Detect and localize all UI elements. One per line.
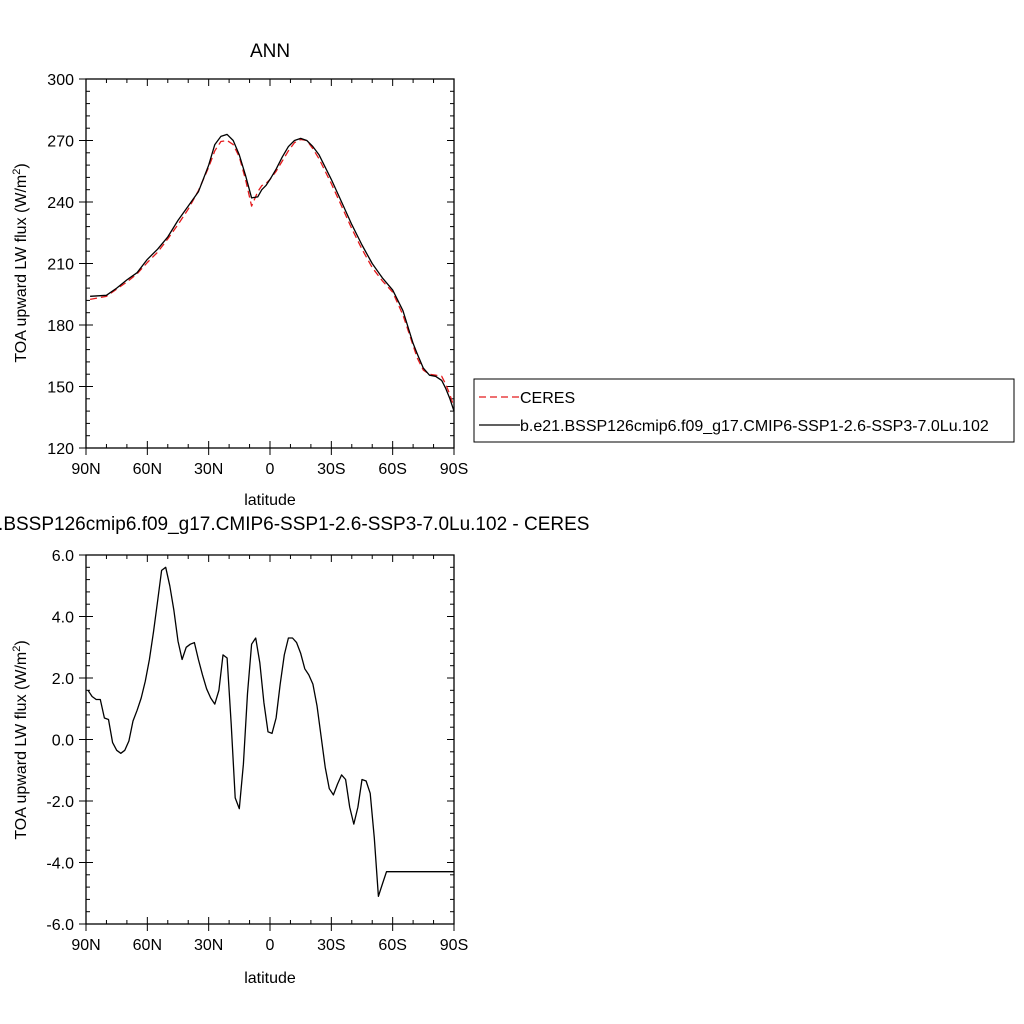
top-x-tick-label: 90N [71, 461, 100, 478]
bottom-x-tick-label: 0 [266, 937, 275, 954]
top-y-tick-label: 300 [47, 72, 74, 89]
top-x-axis-label: latitude [244, 492, 296, 509]
top-plot-frame [85, 78, 455, 449]
top-x-tick-label: 30S [317, 461, 345, 478]
bottom-x-tick-label: 60S [378, 937, 406, 954]
bottom-y-tick-label: 2.0 [52, 671, 74, 688]
bottom-y-tick-label: -2.0 [46, 794, 74, 811]
top-x-tick-label: 60N [133, 461, 162, 478]
top-y-axis-label: TOA upward LW flux (W/m2) [11, 163, 30, 362]
top-y-tick-label: 150 [47, 380, 74, 397]
bottom-panel: b.e21.BSSP126cmip6.f09_g17.CMIP6-SSP1-2.… [0, 514, 589, 987]
legend-label-model: b.e21.BSSP126cmip6.f09_g17.CMIP6-SSP1-2.… [520, 418, 989, 435]
top-ticks: 90N 60N 30N 0 30S 60S 90S 120 150 180 210 240 270 300 [47, 72, 468, 478]
bottom-x-tick-label: 60N [133, 937, 162, 954]
legend-box [473, 378, 1015, 443]
legend-label-ceres: CERES [520, 390, 575, 407]
top-series-line-1 [90, 133, 455, 412]
top-y-tick-label: 180 [47, 318, 74, 335]
top-series [89, 133, 455, 412]
bottom-x-axis-label: latitude [244, 970, 296, 987]
bottom-y-tick-label: -4.0 [46, 856, 74, 873]
bottom-x-tick-label: 90S [440, 937, 468, 954]
bottom-ticks: 90N 60N 30N 0 30S 60S 90S -6.0 -4.0 -2.0 0.0 2.0 4.0… [46, 548, 468, 954]
bottom-y-tick-label: -6.0 [46, 917, 74, 934]
top-x-tick-label: 0 [266, 461, 275, 478]
bottom-y-tick-label: 6.0 [52, 548, 74, 565]
bottom-y-tick-label: 4.0 [52, 610, 74, 627]
bottom-plot-frame [85, 554, 455, 925]
bottom-chart-title: b.e21.BSSP126cmip6.f09_g17.CMIP6-SSP1-2.… [0, 514, 589, 535]
top-y-tick-label: 120 [47, 441, 74, 458]
top-x-tick-label: 60S [378, 461, 406, 478]
bottom-series-line-0 [87, 566, 454, 897]
bottom-x-tick-label: 90N [71, 937, 100, 954]
top-panel: ANN 90N 60N 30N 0 30S 60S 90S 120 150 180 210 240 27… [11, 41, 1015, 509]
bottom-series [87, 566, 454, 897]
bottom-y-tick-label: 0.0 [52, 733, 74, 750]
legend: CERES b.e21.BSSP126cmip6.f09_g17.CMIP6-S… [473, 378, 1015, 443]
top-x-tick-label: 30N [194, 461, 223, 478]
bottom-y-axis-label: TOA upward LW flux (W/m2) [11, 640, 30, 839]
top-series-line-0 [89, 138, 455, 408]
top-y-tick-label: 240 [47, 195, 74, 212]
bottom-x-tick-label: 30S [317, 937, 345, 954]
top-x-tick-label: 90S [440, 461, 468, 478]
top-chart-title: ANN [250, 41, 290, 62]
bottom-x-tick-label: 30N [194, 937, 223, 954]
top-y-tick-label: 210 [47, 257, 74, 274]
top-y-tick-label: 270 [47, 134, 74, 151]
